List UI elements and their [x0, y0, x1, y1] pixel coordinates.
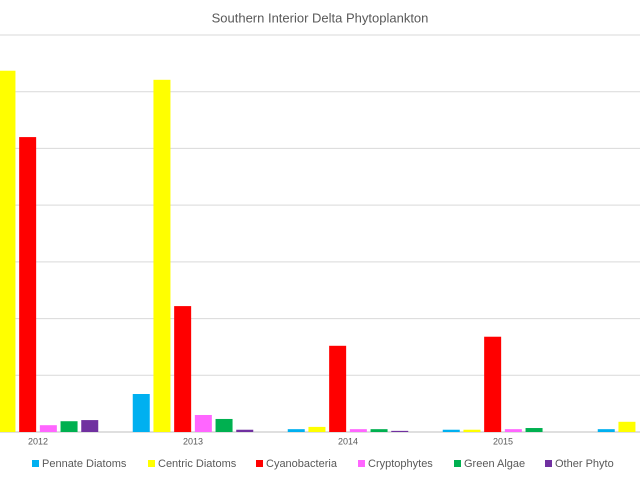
- bar: [370, 429, 388, 432]
- bar: [153, 79, 171, 432]
- bar: [391, 430, 409, 432]
- bar: [215, 418, 233, 432]
- legend-swatch: [256, 460, 263, 467]
- bar: [174, 306, 192, 432]
- legend-swatch: [545, 460, 552, 467]
- bar: [484, 336, 502, 432]
- legend-swatch: [454, 460, 461, 467]
- bar: [442, 429, 460, 432]
- bar: [329, 345, 347, 432]
- bar: [236, 429, 254, 432]
- bar: [132, 394, 150, 432]
- legend-swatch: [358, 460, 365, 467]
- bar: [19, 137, 37, 433]
- bar: [60, 421, 78, 432]
- bar: [287, 429, 305, 432]
- legend-label: Other Phyto: [555, 458, 614, 470]
- legend-label: Pennate Diatoms: [42, 458, 127, 470]
- x-tick-label: 2015: [493, 436, 513, 446]
- bar: [463, 429, 481, 432]
- legend-swatch: [32, 460, 39, 467]
- chart-title: Southern Interior Delta Phytoplankton: [212, 10, 429, 25]
- bar: [525, 428, 543, 432]
- bar: [0, 70, 16, 432]
- x-tick-label: 2012: [28, 436, 48, 446]
- bar: [618, 421, 636, 432]
- bar: [349, 429, 367, 432]
- x-tick-label: 2013: [183, 436, 203, 446]
- legend-label: Centric Diatoms: [158, 458, 237, 470]
- legend-label: Cyanobacteria: [266, 458, 338, 470]
- bar: [504, 429, 522, 432]
- legend-label: Cryptophytes: [368, 458, 433, 470]
- legend-label: Green Algae: [464, 458, 525, 470]
- bar: [308, 426, 326, 432]
- bar: [597, 429, 615, 432]
- bar: [81, 420, 99, 432]
- x-tick-label: 2014: [338, 436, 358, 446]
- legend-swatch: [148, 460, 155, 467]
- bar: [194, 414, 212, 432]
- bar: [39, 425, 57, 432]
